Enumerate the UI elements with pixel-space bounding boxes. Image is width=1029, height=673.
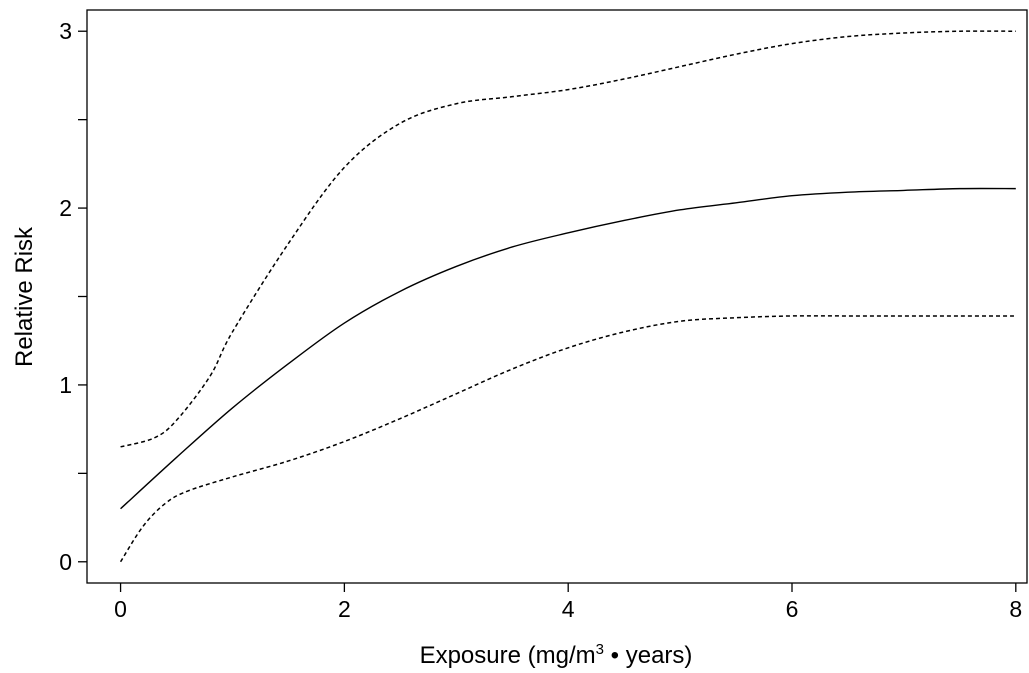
x-tick-label: 0: [114, 596, 127, 622]
relative-risk-curve: [120, 187, 1016, 510]
y-axis: 0 1 2 3: [59, 18, 87, 575]
y-tick-label: 1: [59, 372, 72, 398]
x-tick-label: 8: [1009, 596, 1022, 622]
x-tick-label: 6: [786, 596, 799, 622]
x-tick-label: 4: [562, 596, 575, 622]
x-axis-title-tail: • years): [604, 642, 692, 669]
x-axis-title-main: Exposure (mg/m: [420, 642, 596, 669]
y-tick-label: 0: [59, 549, 72, 575]
plot-frame: [86, 9, 1028, 584]
lower-confidence-bound: [119, 315, 1016, 563]
x-axis: 0 2 4 6 8: [114, 583, 1022, 622]
series-group: [119, 30, 1016, 563]
upper-confidence-bound: [120, 30, 1016, 448]
x-axis-title: Exposure (mg/m3 • years): [420, 641, 693, 669]
x-tick-label: 2: [338, 596, 351, 622]
y-tick-label: 3: [59, 18, 72, 44]
y-tick-label: 2: [59, 195, 72, 221]
x-axis-title-superscript: 3: [596, 641, 604, 658]
y-axis-title: Relative Risk: [11, 226, 38, 367]
